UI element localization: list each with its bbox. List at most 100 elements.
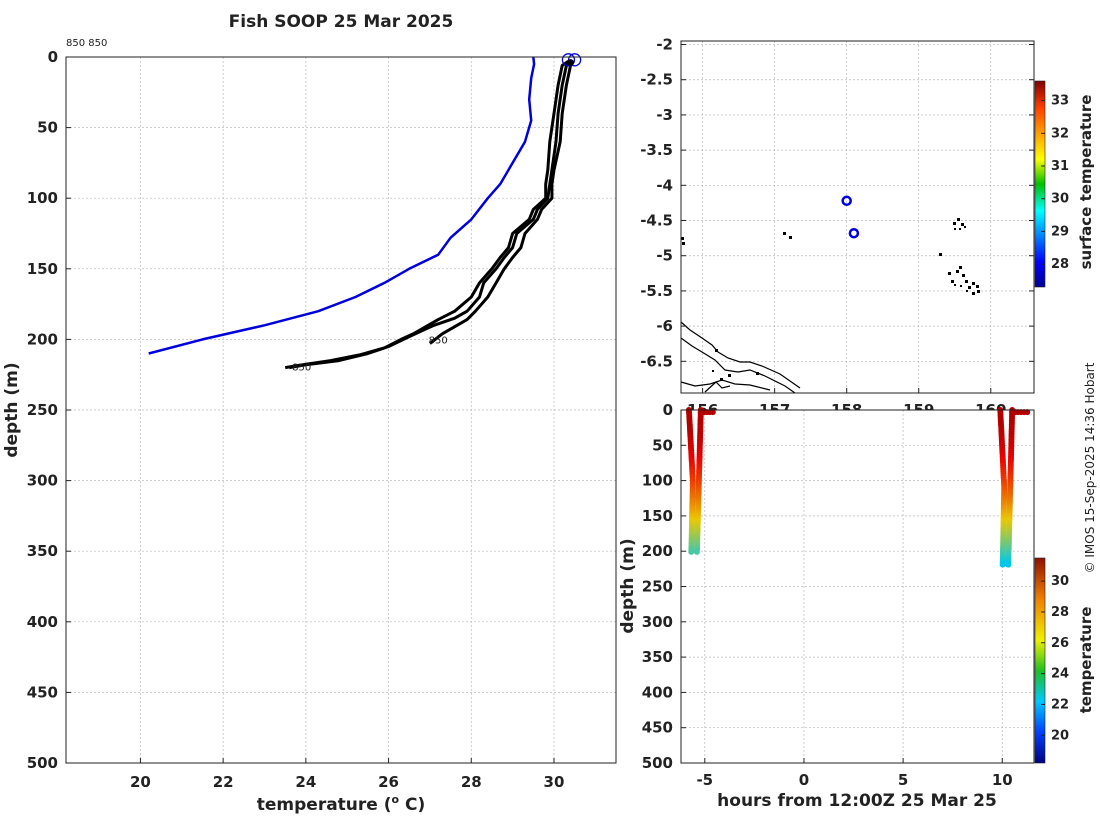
colorbar-tick-label: 26 bbox=[1051, 636, 1069, 651]
series-line bbox=[284, 59, 570, 370]
y-tick-label: 400 bbox=[27, 613, 58, 631]
map-panel: 156157158159160-2-2.5-3-3.5-4-4.5-5-5.5-… bbox=[640, 36, 1095, 419]
surface-temperature-colorbar-ticks: 28 29 30 31 32 33 bbox=[1041, 94, 1069, 272]
map-y-tick-label: -3.5 bbox=[640, 141, 673, 159]
time-y-tick-label: 50 bbox=[652, 436, 673, 454]
temperature-colorbar-ticks: 20 22 24 26 28 30 bbox=[1041, 574, 1069, 743]
colorbar-tick-label: 22 bbox=[1051, 697, 1069, 712]
time-x-tick-label: -5 bbox=[696, 771, 713, 789]
time-y-tick-label: 500 bbox=[642, 754, 673, 772]
profile-annotation: 850 bbox=[292, 362, 311, 373]
time-y-tick-label: 450 bbox=[642, 719, 673, 737]
map-y-tick-label: -2 bbox=[656, 36, 673, 54]
time-y-tick-label: 100 bbox=[642, 472, 673, 490]
cast-point bbox=[1005, 561, 1012, 568]
x-tick-label: 26 bbox=[378, 773, 399, 791]
colorbar-tick-label: 32 bbox=[1051, 126, 1069, 141]
map-y-tick-label: -5.5 bbox=[640, 282, 673, 300]
time-y-tick-label: 400 bbox=[642, 683, 673, 701]
y-tick-label: 150 bbox=[27, 260, 58, 278]
colorbar-tick-label: 20 bbox=[1051, 728, 1069, 743]
colorbar-tick-label: 24 bbox=[1051, 667, 1069, 682]
y-tick-label: 200 bbox=[27, 330, 58, 348]
island-dots bbox=[681, 218, 980, 381]
colorbar-tick-label: 28 bbox=[1051, 257, 1069, 272]
chart-title: Fish SOOP 25 Mar 2025 bbox=[229, 12, 454, 32]
profile-gridlines bbox=[66, 56, 616, 764]
y-tick-label: 500 bbox=[27, 754, 58, 772]
cast-position-marker bbox=[841, 195, 852, 207]
x-tick-label: 28 bbox=[461, 773, 482, 791]
colorbar-tick-label: 28 bbox=[1051, 605, 1069, 620]
time-depth-plot-frame bbox=[680, 409, 1035, 764]
profile-ticks: 20 22 24 26 28 300501001502002503003504004505… bbox=[27, 48, 565, 791]
x-tick-label: 22 bbox=[213, 773, 234, 791]
series-line bbox=[428, 60, 574, 345]
y-tick-label: 50 bbox=[37, 119, 58, 137]
colorbar-tick-label: 29 bbox=[1051, 224, 1069, 239]
x-tick-label: 24 bbox=[295, 773, 316, 791]
time-depth-x-axis-label: hours from 12:00Z 25 Mar 25 bbox=[717, 791, 997, 811]
y-tick-label: 100 bbox=[27, 189, 58, 207]
x-label-end: C) bbox=[399, 795, 425, 815]
profile-y-axis-label: depth (m) bbox=[2, 362, 22, 457]
time-x-tick-label: 10 bbox=[992, 771, 1013, 789]
map-cast-positions bbox=[841, 195, 860, 239]
map-y-tick-label: -3 bbox=[656, 106, 673, 124]
series-line bbox=[148, 56, 536, 355]
x-label-superscript: o bbox=[392, 793, 400, 806]
colorbar-tick-label: 31 bbox=[1051, 159, 1069, 174]
x-label-start: temperature ( bbox=[257, 795, 392, 815]
temperature-colorbar bbox=[1034, 557, 1046, 764]
map-y-tick-label: -4.5 bbox=[640, 212, 673, 230]
y-tick-label: 350 bbox=[27, 542, 58, 560]
time-depth-casts bbox=[685, 407, 1031, 568]
profile-annotation: 850 bbox=[429, 336, 448, 347]
cast-position-marker bbox=[848, 227, 860, 239]
series-line bbox=[289, 60, 572, 370]
cast-point bbox=[999, 561, 1006, 568]
surface-marker bbox=[561, 53, 576, 67]
profile-x-axis-label: temperature (o C) bbox=[257, 793, 426, 815]
y-tick-label: 450 bbox=[27, 683, 58, 701]
y-tick-label: 0 bbox=[48, 48, 58, 66]
x-tick-label: 20 bbox=[130, 773, 151, 791]
x-tick-label: 30 bbox=[544, 773, 565, 791]
temperature-colorbar-label: temperature bbox=[1077, 607, 1095, 714]
corner-labels: 850 850 bbox=[66, 38, 107, 49]
time-x-tick-label: 5 bbox=[898, 771, 908, 789]
map-y-tick-label: -6 bbox=[656, 317, 673, 335]
map-gridlines bbox=[681, 41, 1034, 393]
surface-temperature-colorbar-label: surface temperature bbox=[1077, 95, 1095, 270]
profile-panel: Fish SOOP 25 Mar 2025 850 850 850 850 20 2… bbox=[2, 12, 617, 815]
cast-point bbox=[693, 548, 700, 555]
map-y-tick-label: -5 bbox=[656, 247, 673, 265]
cast-point bbox=[1024, 409, 1031, 416]
time-y-tick-label: 350 bbox=[642, 648, 673, 666]
profile-series: 850 850 bbox=[148, 53, 582, 373]
cast-point bbox=[709, 409, 716, 416]
colorbar-tick-label: 30 bbox=[1051, 574, 1069, 589]
map-background bbox=[681, 41, 1034, 393]
time-x-tick-label: 0 bbox=[799, 771, 809, 789]
time-depth-y-axis-label: depth (m) bbox=[618, 538, 638, 633]
surface-temperature-colorbar bbox=[1034, 80, 1046, 288]
profile-plot-frame bbox=[65, 56, 617, 764]
y-tick-label: 300 bbox=[27, 472, 58, 490]
time-y-tick-label: 0 bbox=[663, 401, 673, 419]
surface-start-point bbox=[567, 59, 575, 67]
colorbar-tick-label: 30 bbox=[1051, 192, 1069, 207]
credit-text: © IMOS 15-Sep-2025 14:36 Hobart bbox=[1083, 362, 1097, 573]
time-y-tick-label: 150 bbox=[642, 507, 673, 525]
map-y-tick-label: -2.5 bbox=[640, 71, 673, 89]
colorbar-tick-label: 33 bbox=[1051, 94, 1069, 109]
cast-point bbox=[688, 548, 695, 555]
y-tick-label: 250 bbox=[27, 401, 58, 419]
map-y-tick-label: -6.5 bbox=[640, 352, 673, 370]
time-y-tick-label: 250 bbox=[642, 578, 673, 596]
map-y-tick-label: -4 bbox=[656, 176, 673, 194]
time-y-tick-label: 300 bbox=[642, 613, 673, 631]
map-plot-frame bbox=[680, 40, 1035, 394]
